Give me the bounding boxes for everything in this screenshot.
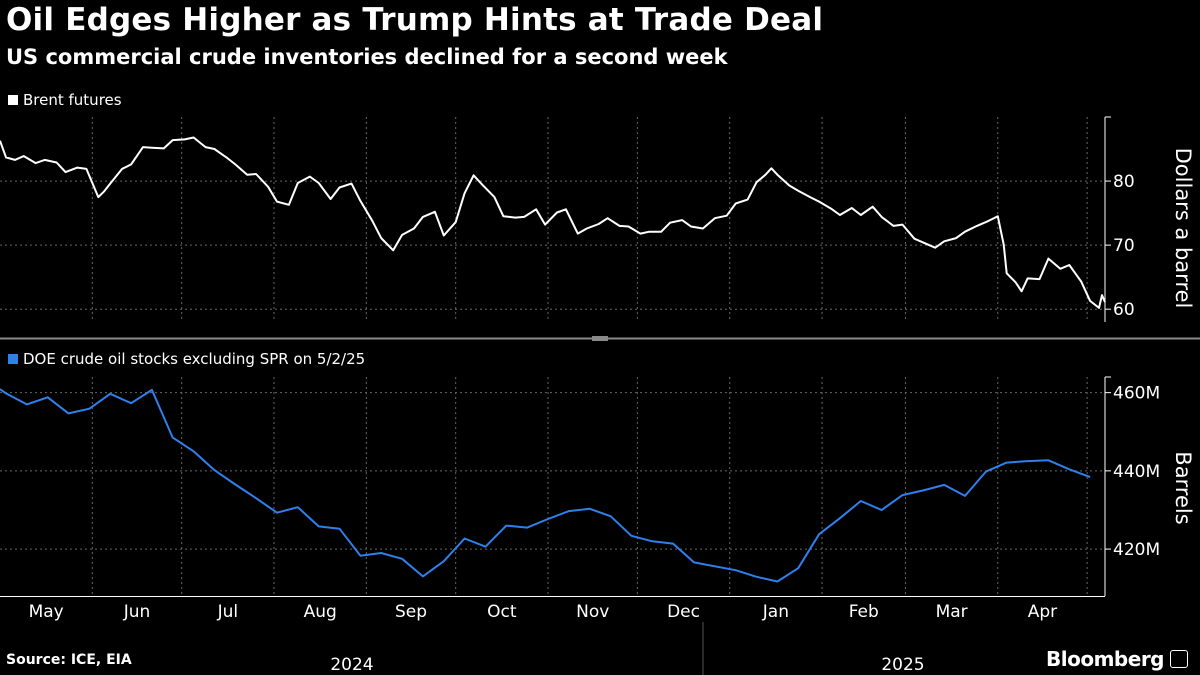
grid-bottom [0,377,1105,596]
legend-stocks-label: DOE crude oil stocks excluding SPR on 5/… [23,350,366,368]
brand-name: Bloomberg [1046,647,1164,671]
x-tick-labels: May Jun Jul Aug Sep Oct Nov Dec Jan Feb Mar Apr [29,602,1058,622]
year-label-2024: 2024 [330,655,373,675]
x-tick-label-jan: Jan [762,602,789,622]
y-tick-label: 70 [1113,236,1135,256]
crude-stocks-line [0,388,1091,583]
legend-brent-label: Brent futures [23,91,122,109]
chart-subtitle: US commercial crude inventories declined… [6,45,728,69]
x-tick-label-feb: Feb [849,602,879,622]
y-tick-label: 420M [1113,540,1160,560]
bottom-y-axis-label: Barrels [1171,451,1195,524]
panel-resize-handle[interactable] [592,336,608,341]
top-y-axis-label: Dollars a barrel [1171,148,1195,309]
grid-top [0,117,1105,322]
y-tick-label: 440M [1113,462,1160,482]
x-tick-label-may: May [29,602,64,622]
x-tick-label-apr: Apr [1028,602,1057,622]
bloomberg-logo: Bloomberg [1046,647,1188,671]
y-tick-label: 460M [1113,384,1160,404]
legend-stocks-swatch [8,354,18,364]
chart-title: Oil Edges Higher as Trump Hints at Trade… [6,2,824,38]
y-tick-label: 60 [1113,300,1135,320]
x-tick-label-sep: Sep [395,602,427,622]
y-tick-label: 80 [1113,172,1135,192]
x-tick-label-oct: Oct [487,602,517,622]
yticks-top: 60 70 80 [1105,116,1135,320]
brent-futures-line [0,136,1106,309]
bloomberg-terminal-icon [1170,650,1188,668]
x-tick-label-aug: Aug [304,602,337,622]
legend-stocks: DOE crude oil stocks excluding SPR on 5/… [8,350,365,368]
x-tick-label-dec: Dec [667,602,700,622]
x-tick-label-nov: Nov [576,602,609,622]
legend-brent: Brent futures [8,91,122,109]
x-tick-label-jun: Jun [123,602,151,622]
source-note: Source: ICE, EIA [6,652,132,668]
legend-brent-swatch [8,95,18,105]
yticks-bottom: 420M 440M 460M [1105,376,1160,560]
x-tick-label-jul: Jul [217,602,239,622]
x-tick-label-mar: Mar [936,602,968,622]
year-label-2025: 2025 [881,655,924,675]
